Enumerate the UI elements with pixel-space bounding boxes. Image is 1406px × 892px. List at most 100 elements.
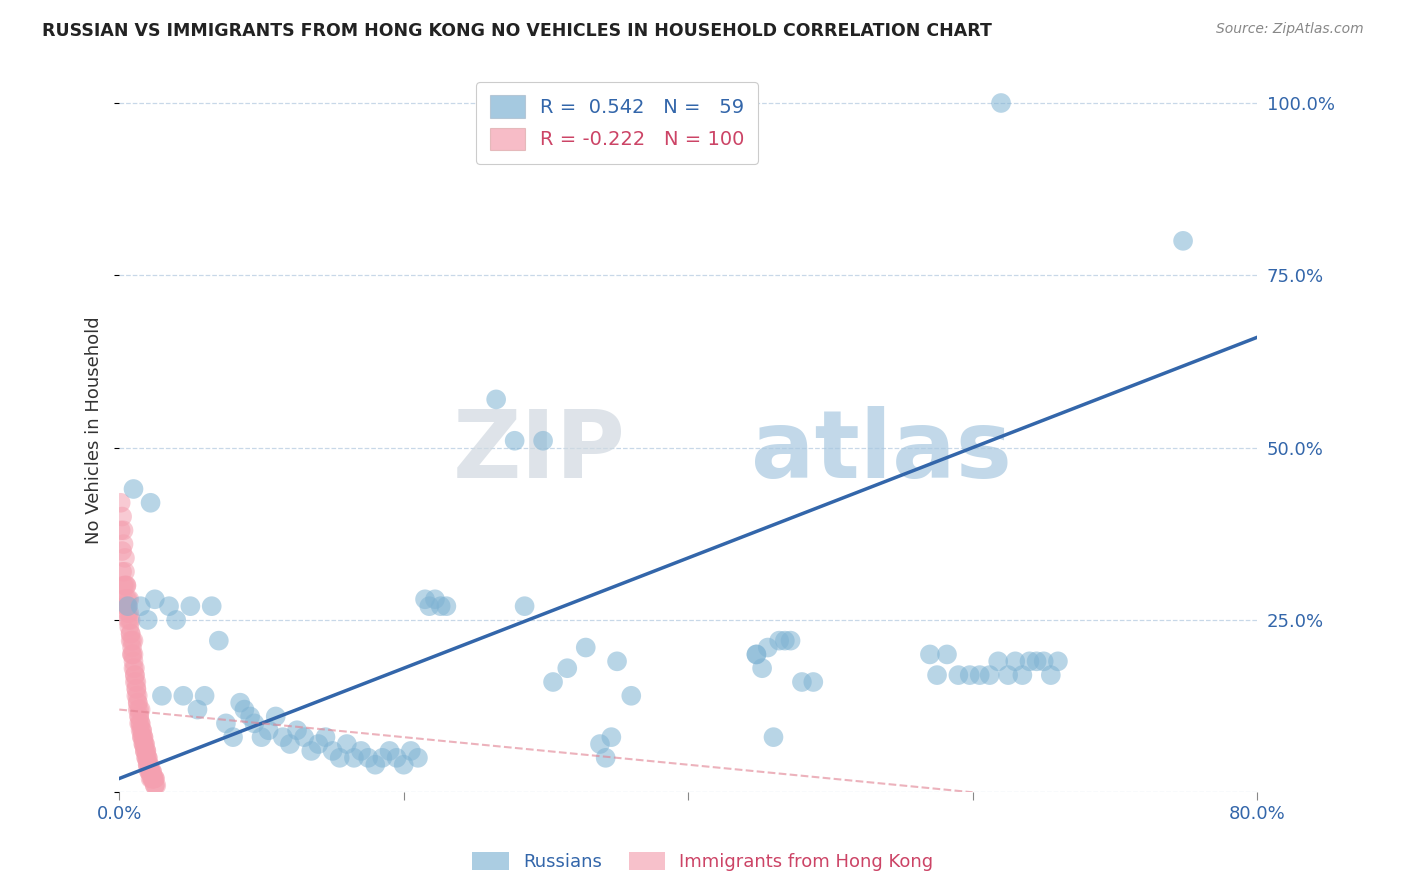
Point [118,620,141,634]
Point [278,737,301,751]
Point [138,757,160,772]
Point [128,702,150,716]
Point [121,633,143,648]
Point [987,654,1010,668]
Point [136,757,159,772]
Point [127,689,149,703]
Point [143,772,166,786]
Point [139,764,162,779]
Point [142,772,165,786]
Point [129,723,152,738]
Point [136,613,159,627]
Point [142,772,165,786]
Point [110,524,132,538]
Point [125,675,148,690]
Point [139,772,162,786]
Point [1032,654,1054,668]
Point [143,778,166,792]
Point [120,626,142,640]
Point [1046,654,1069,668]
Text: atlas: atlas [751,406,1012,498]
Point [114,565,136,579]
Point [429,599,451,614]
Point [1018,654,1040,668]
Point [139,496,162,510]
Point [762,730,785,744]
Point [257,723,280,738]
Point [131,723,153,738]
Point [129,716,152,731]
Point [423,592,446,607]
Point [969,668,991,682]
Point [129,716,152,731]
Point [959,668,981,682]
Point [128,709,150,723]
Point [979,668,1001,682]
Point [118,606,141,620]
Point [336,737,359,751]
Point [128,709,150,723]
Point [418,599,440,614]
Point [118,592,141,607]
Point [145,778,167,792]
Point [112,578,135,592]
Point [292,730,315,744]
Point [132,730,155,744]
Point [285,723,308,738]
Point [531,434,554,448]
Point [194,689,217,703]
Point [620,689,643,703]
Point [121,648,143,662]
Point [122,482,145,496]
Point [111,544,134,558]
Point [925,668,948,682]
Point [118,613,141,627]
Point [114,550,136,565]
Point [157,599,180,614]
Point [117,613,139,627]
Point [128,716,150,731]
Point [111,509,134,524]
Point [120,626,142,640]
Point [233,702,256,716]
Point [134,744,156,758]
Point [329,751,352,765]
Point [555,661,578,675]
Point [600,730,623,744]
Point [132,737,155,751]
Point [1171,234,1194,248]
Point [264,709,287,723]
Point [385,751,408,765]
Point [138,757,160,772]
Point [138,764,160,779]
Point [371,751,394,765]
Point [117,599,139,614]
Point [768,633,790,648]
Text: RUSSIAN VS IMMIGRANTS FROM HONG KONG NO VEHICLES IN HOUSEHOLD CORRELATION CHART: RUSSIAN VS IMMIGRANTS FROM HONG KONG NO … [42,22,993,40]
Point [222,730,245,744]
Point [115,599,138,614]
Point [172,689,194,703]
Point [243,716,266,731]
Point [115,578,138,592]
Legend: Russians, Immigrants from Hong Kong: Russians, Immigrants from Hong Kong [465,845,941,879]
Point [413,592,436,607]
Point [1039,668,1062,682]
Point [936,648,959,662]
Point [745,648,768,662]
Point [135,744,157,758]
Point [165,613,187,627]
Point [139,764,162,779]
Point [606,654,628,668]
Point [141,772,163,786]
Point [541,675,564,690]
Point [434,599,457,614]
Point [114,578,136,592]
Point [112,592,135,607]
Point [322,744,344,758]
Point [127,702,149,716]
Point [990,95,1012,110]
Point [357,751,380,765]
Point [127,696,149,710]
Point [179,599,201,614]
